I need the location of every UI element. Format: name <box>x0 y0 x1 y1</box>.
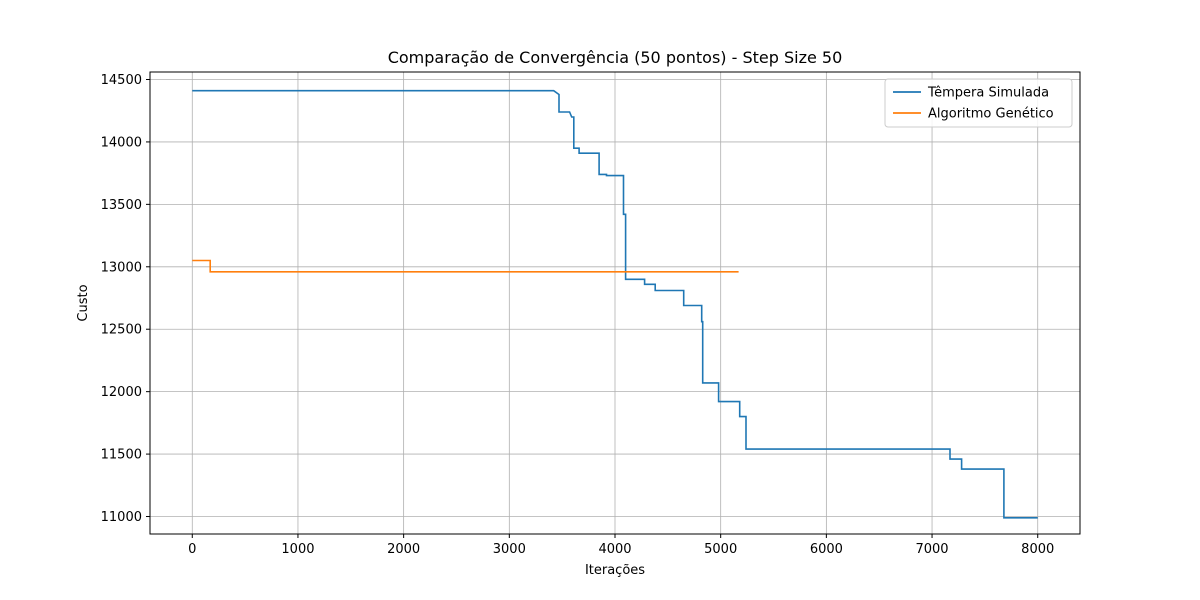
legend: Têmpera Simulada Algoritmo Genético <box>884 78 1073 128</box>
y-tick-label: 11000 <box>101 510 142 525</box>
y-tick-label: 13000 <box>101 260 142 275</box>
series-line-2 <box>192 259 739 273</box>
x-tick-label: 7000 <box>915 542 948 557</box>
x-tick-label: 1000 <box>281 542 314 557</box>
y-tick-label: 13500 <box>101 198 142 213</box>
chart-title: Comparação de Convergência (50 pontos) -… <box>388 48 843 67</box>
x-tick-label: 3000 <box>493 542 526 557</box>
legend-box <box>884 78 1073 128</box>
y-tick-label: 14500 <box>101 73 142 88</box>
series-line-1 <box>192 89 1038 519</box>
x-tick-label: 0 <box>188 542 196 557</box>
x-tick-label: 4000 <box>598 542 631 557</box>
x-tick-label: 8000 <box>1021 542 1054 557</box>
y-tick-label: 11500 <box>101 448 142 463</box>
x-tick-label: 2000 <box>387 542 420 557</box>
grid <box>150 72 1080 534</box>
y-axis-label: Custo <box>76 284 91 321</box>
x-tick-label: 5000 <box>704 542 737 557</box>
y-tick-label: 14000 <box>101 135 142 150</box>
x-tick-label: 6000 <box>810 542 843 557</box>
legend-label-2: Algoritmo Genético <box>928 107 1054 122</box>
y-tick-label: 12000 <box>101 385 142 400</box>
x-ticks: 0 1000 2000 3000 4000 5000 6000 7000 8000 <box>188 534 1054 557</box>
x-axis-label: Iterações <box>585 563 645 578</box>
legend-label-1: Têmpera Simulada <box>927 86 1049 101</box>
y-ticks: 11000 11500 12000 12500 13000 13500 14000 14500 <box>101 73 150 525</box>
series-layer <box>192 89 1038 519</box>
y-tick-label: 12500 <box>101 323 142 338</box>
